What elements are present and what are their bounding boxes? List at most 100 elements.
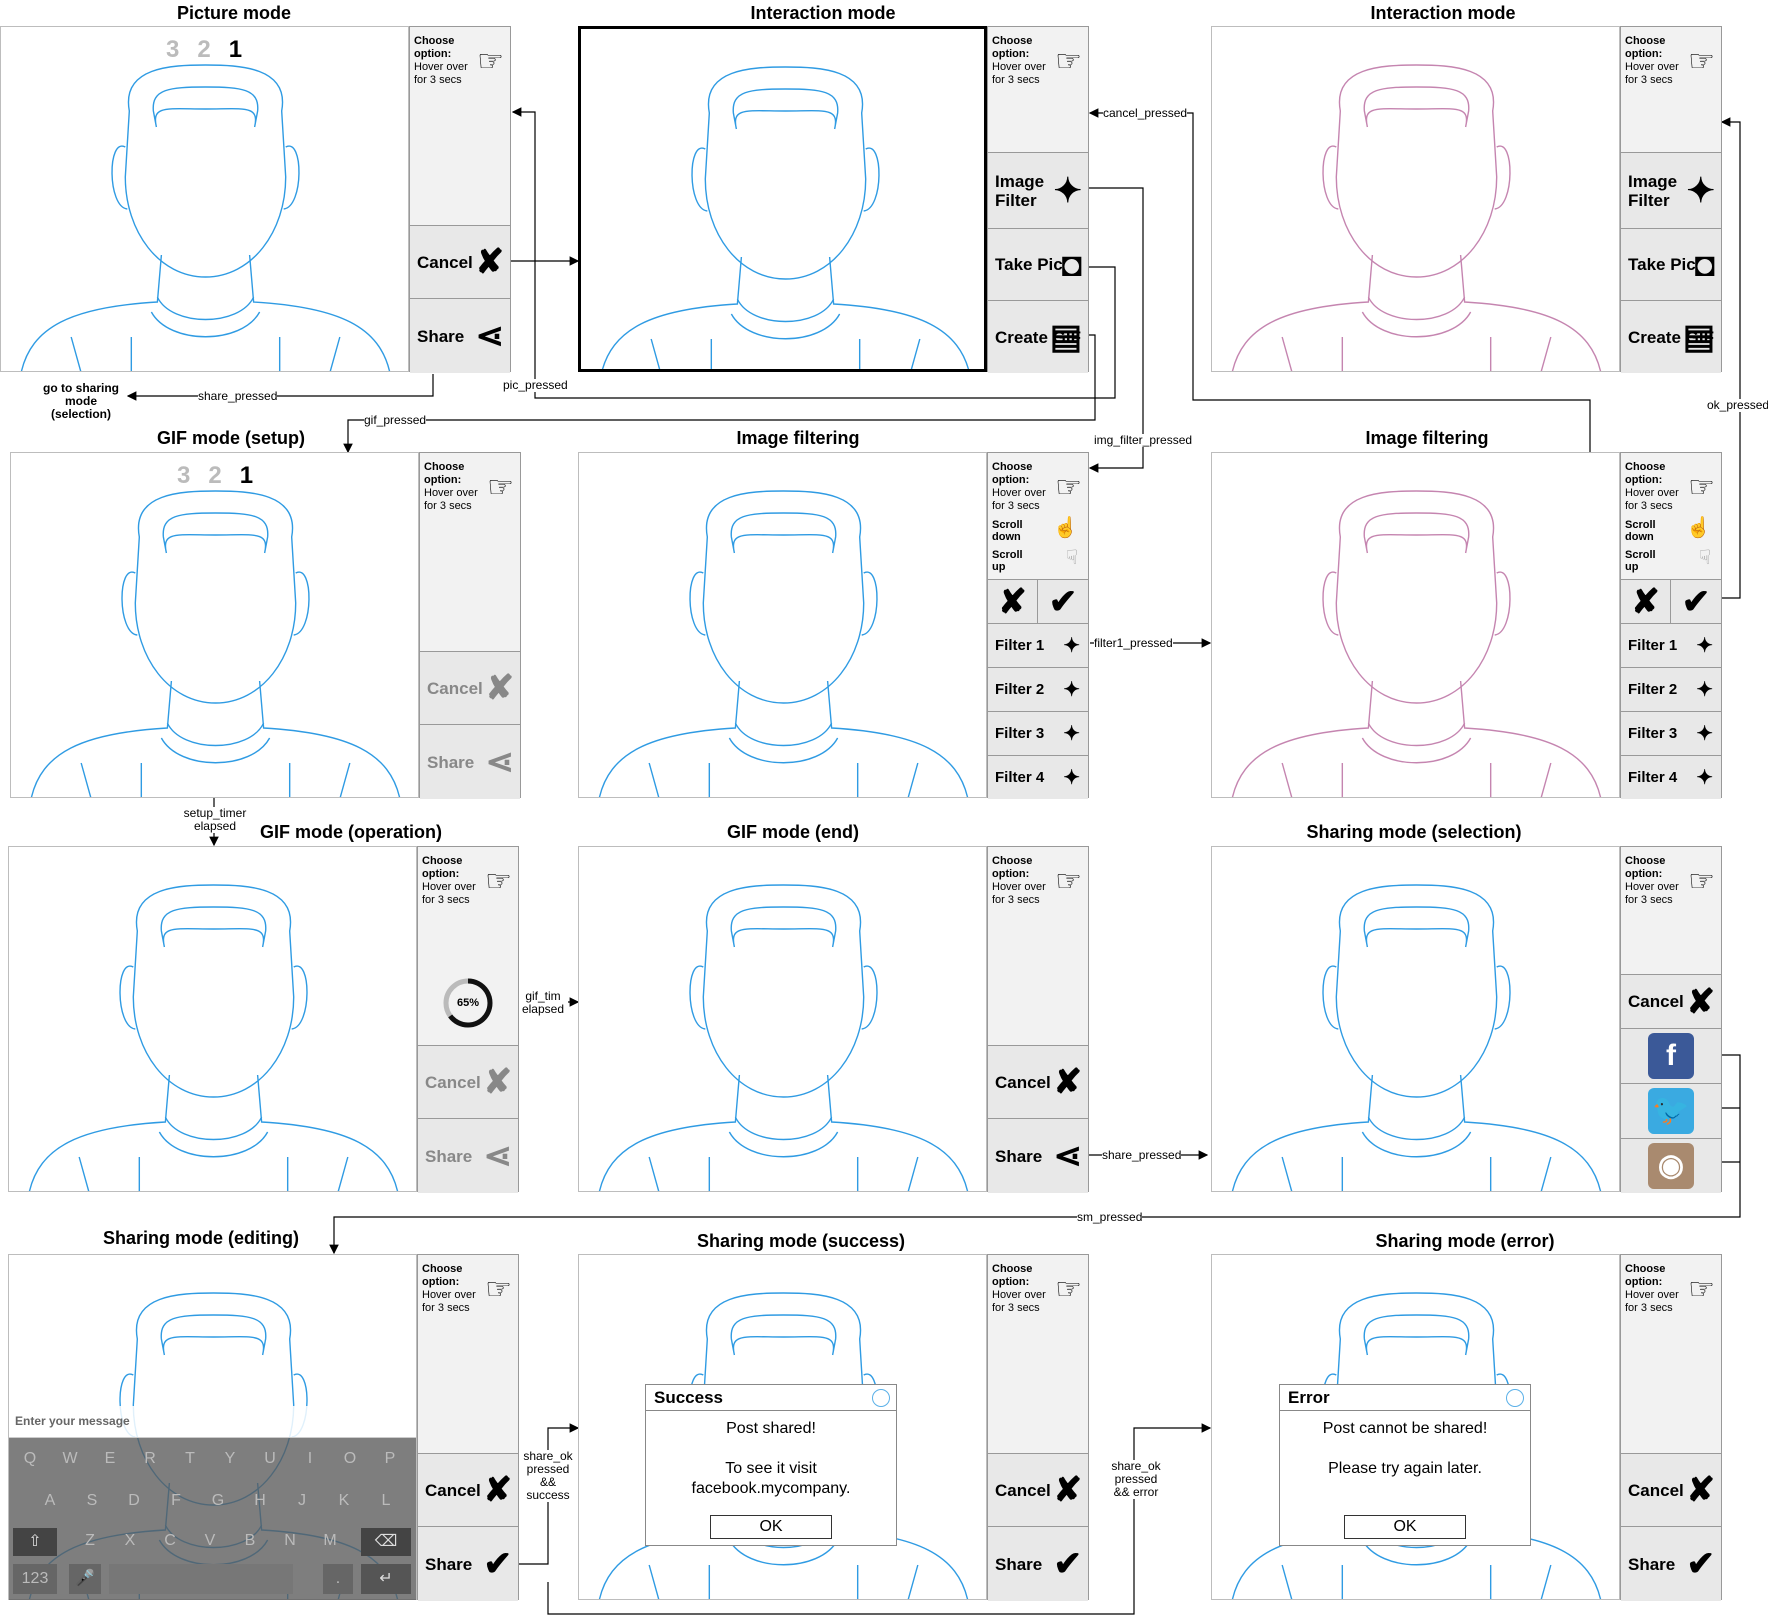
- key-e[interactable]: E: [104, 1450, 116, 1467]
- person-outline-icon: [598, 884, 969, 1191]
- choose-label: Choose option:: [1625, 461, 1666, 486]
- filter-label: Filter 1: [995, 637, 1045, 654]
- countdown-1: 1: [228, 36, 261, 63]
- shift-key-icon[interactable]: ⇧: [13, 1528, 57, 1556]
- key-m[interactable]: M: [323, 1532, 337, 1549]
- cancel-button-3[interactable]: Cancel ✘: [988, 1045, 1088, 1118]
- backspace-key-icon[interactable]: ⌫: [361, 1528, 411, 1556]
- instagram-button[interactable]: ◉: [1621, 1138, 1721, 1193]
- camera-icon: ◘: [1694, 245, 1715, 284]
- on-screen-keyboard: Q W E R T Y U I O P A S D F G H J K L Z X C V B N M ⇧ ⌫ 123 🎤. ↵: [9, 1438, 416, 1600]
- filter-label: Filter 4: [995, 769, 1045, 786]
- share-confirm-button-2[interactable]: Share ✔: [988, 1526, 1088, 1601]
- key-a[interactable]: A: [44, 1492, 56, 1509]
- share-confirm-button-3[interactable]: Share ✔: [1621, 1526, 1721, 1601]
- cancel-x-button[interactable]: ✘: [988, 579, 1038, 623]
- key-b[interactable]: B: [244, 1532, 256, 1549]
- key-r[interactable]: R: [144, 1450, 156, 1467]
- dialog-line-2: Please try again later.: [1328, 1460, 1482, 1477]
- cancel-x-button[interactable]: ✘: [1621, 579, 1671, 623]
- share-button[interactable]: Share ⋖: [410, 298, 510, 373]
- close-circle-icon[interactable]: [872, 1389, 890, 1407]
- image-filter-button-2[interactable]: Image Filter ✦: [1621, 152, 1721, 228]
- key-f[interactable]: F: [171, 1492, 181, 1509]
- share-button-dim[interactable]: Share ⋖: [420, 724, 520, 799]
- create-gif-button[interactable]: Create GIF ▤: [988, 300, 1088, 373]
- key-j[interactable]: J: [298, 1492, 306, 1509]
- numbers-key[interactable]: 123: [13, 1564, 57, 1594]
- key-k[interactable]: K: [338, 1492, 350, 1509]
- message-input[interactable]: Enter your message: [9, 1406, 416, 1438]
- title-gif-operation: GIF mode (operation): [260, 822, 442, 842]
- key-u[interactable]: U: [264, 1450, 276, 1467]
- ok-button[interactable]: OK: [710, 1515, 832, 1539]
- share-confirm-button[interactable]: Share ✔: [418, 1526, 518, 1601]
- take-pic-button-2[interactable]: Take Pic ◘: [1621, 228, 1721, 300]
- key-s[interactable]: S: [86, 1492, 98, 1509]
- create-gif-button-2[interactable]: Create GIF ▤: [1621, 300, 1721, 373]
- key-l[interactable]: L: [381, 1492, 391, 1509]
- title-sharing-selection: Sharing mode (selection): [1306, 822, 1522, 842]
- ok-check-button[interactable]: ✔: [1038, 579, 1088, 623]
- filter-2-button[interactable]: Filter 2 ✦: [988, 667, 1088, 711]
- title-gif-end: GIF mode (end): [727, 822, 859, 842]
- countdown-3: 3: [166, 36, 198, 63]
- key-y[interactable]: Y: [224, 1450, 236, 1467]
- filter-3-button[interactable]: Filter 3 ✦: [988, 711, 1088, 755]
- pointing-hand-icon: ☞: [477, 45, 504, 78]
- key-g[interactable]: G: [211, 1492, 225, 1509]
- pointing-hand-icon: ☞: [1688, 1273, 1715, 1306]
- sharing-editing-sidebar: Choose option: Hover over for 3 secs ☞ Canc…: [417, 1254, 519, 1601]
- facebook-button[interactable]: f: [1621, 1028, 1721, 1083]
- filter-3-button[interactable]: Filter 3 ✦: [1621, 711, 1721, 755]
- key-q[interactable]: Q: [23, 1450, 37, 1467]
- filter-4-button[interactable]: Filter 4 ✦: [988, 755, 1088, 799]
- twitter-icon: 🐦: [1648, 1088, 1694, 1134]
- cancel-button-dim-2[interactable]: Cancel ✘: [418, 1045, 518, 1118]
- key-o[interactable]: O: [343, 1450, 357, 1467]
- share-button-dim-2[interactable]: Share ⋖: [418, 1118, 518, 1193]
- filter-4-button[interactable]: Filter 4 ✦: [1621, 755, 1721, 799]
- title-picture-mode: Picture mode: [176, 3, 292, 23]
- filter-2-button[interactable]: Filter 2 ✦: [1621, 667, 1721, 711]
- twitter-button[interactable]: 🐦: [1621, 1083, 1721, 1138]
- gif-end-sidebar: Choose option: Hover over for 3 secs ☞ Canc…: [987, 846, 1089, 1193]
- facebook-icon: f: [1648, 1033, 1694, 1079]
- take-pic-button[interactable]: Take Pic ◘: [988, 228, 1088, 300]
- filter-1-button[interactable]: Filter 1 ✦: [988, 623, 1088, 667]
- key-i[interactable]: I: [307, 1450, 313, 1467]
- cancel-button-6[interactable]: Cancel ✘: [988, 1453, 1088, 1526]
- cancel-button[interactable]: Cancel ✘: [410, 225, 510, 298]
- key-v[interactable]: V: [204, 1532, 216, 1549]
- mic-key-icon[interactable]: 🎤: [69, 1564, 101, 1594]
- countdown-2: 2: [208, 462, 240, 489]
- ok-check-button[interactable]: ✔: [1671, 579, 1721, 623]
- cancel-button-4[interactable]: Cancel ✘: [1621, 974, 1721, 1028]
- ok-button[interactable]: OK: [1344, 1515, 1466, 1539]
- gif-operation-sidebar: Choose option: Hover over for 3 secs ☞ 65% C…: [417, 846, 519, 1193]
- choose-label: Choose option:: [1625, 35, 1666, 60]
- share-button-3[interactable]: Share ⋖: [988, 1118, 1088, 1193]
- key-d[interactable]: D: [128, 1492, 140, 1509]
- period-key[interactable]: .: [323, 1564, 353, 1594]
- filter-icon: ✦: [1696, 635, 1713, 657]
- key-z[interactable]: Z: [85, 1532, 95, 1549]
- filter-1-button[interactable]: Filter 1 ✦: [1621, 623, 1721, 667]
- key-t[interactable]: T: [185, 1450, 195, 1467]
- cancel-button-7[interactable]: Cancel ✘: [1621, 1453, 1721, 1526]
- key-w[interactable]: W: [62, 1450, 78, 1467]
- key-h[interactable]: H: [254, 1492, 266, 1509]
- image-filter-button[interactable]: Image Filter ✦: [988, 152, 1088, 228]
- sharing-success-sidebar: Choose option: Hover over for 3 secs ☞ Canc…: [987, 1254, 1089, 1601]
- key-p[interactable]: P: [384, 1450, 396, 1467]
- key-n[interactable]: N: [284, 1532, 296, 1549]
- cancel-button-5[interactable]: Cancel ✘: [418, 1453, 518, 1526]
- share-button-dim-label: Share: [427, 752, 475, 772]
- space-key[interactable]: [109, 1564, 293, 1594]
- close-circle-icon[interactable]: [1506, 1389, 1524, 1407]
- key-c[interactable]: C: [164, 1532, 176, 1549]
- cancel-button-dim[interactable]: Cancel ✘: [420, 651, 520, 724]
- enter-key-icon[interactable]: ↵: [361, 1564, 411, 1594]
- key-x[interactable]: X: [124, 1532, 136, 1549]
- share-confirm-button-2-label: Share: [995, 1554, 1043, 1574]
